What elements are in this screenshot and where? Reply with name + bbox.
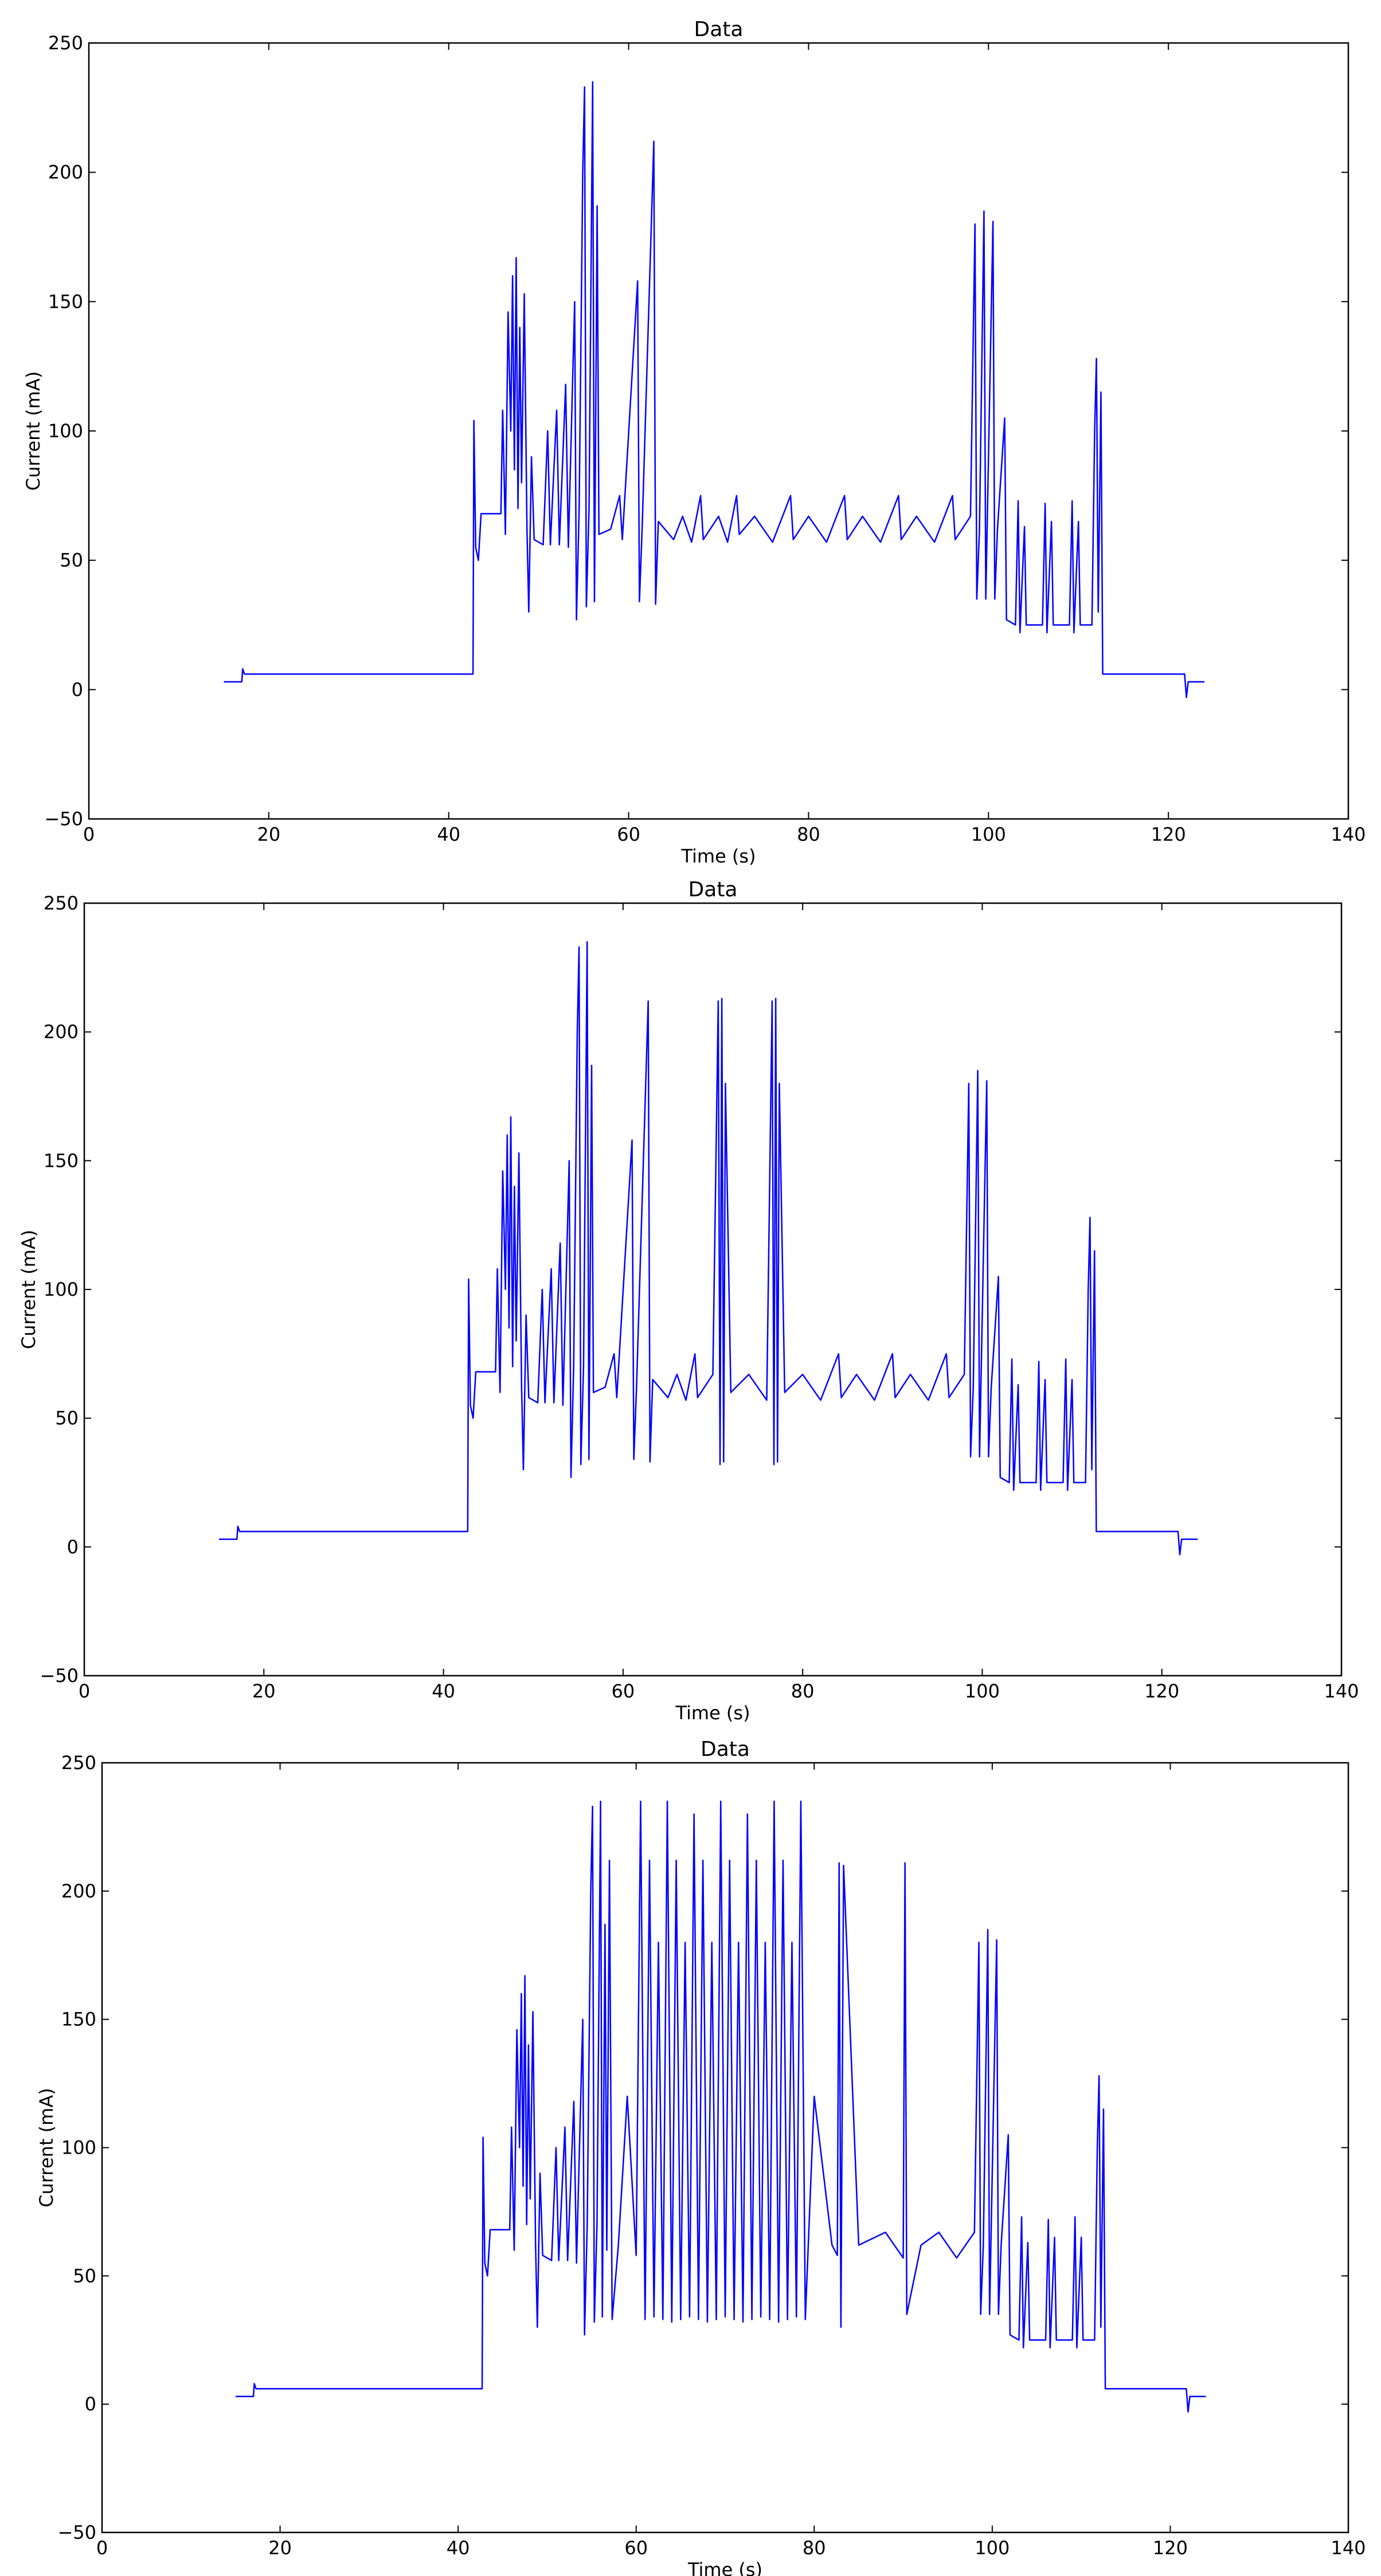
- x-axis-label: Time (s): [675, 1702, 750, 1724]
- y-axis-label: Current (mA): [22, 371, 44, 491]
- x-tick-label: 120: [1153, 2537, 1188, 2559]
- x-tick-label: 140: [1324, 1680, 1359, 1702]
- x-tick-label: 0: [96, 2537, 108, 2559]
- chart: 0 20 40 60 80 100 120 140−50050100150200250Data…: [18, 878, 1359, 1724]
- y-tick-label: 0: [67, 1536, 79, 1558]
- y-tick-label: 150: [61, 2009, 96, 2030]
- y-tick-label: 250: [48, 32, 83, 54]
- data-line: [235, 1800, 1206, 2413]
- x-axis-label: Time (s): [687, 2559, 762, 2576]
- x-tick-label: 60: [624, 2537, 648, 2559]
- y-tick-label: 150: [44, 1150, 79, 1171]
- y-tick-label: 50: [73, 2265, 96, 2287]
- chart: 0 20 40 60 80 100 120 140−50050100150200250Data…: [36, 1738, 1366, 2576]
- x-axis-label: Time (s): [680, 845, 756, 867]
- data-line: [224, 81, 1204, 699]
- x-tick-label: 140: [1331, 2537, 1366, 2559]
- x-tick-label: 20: [257, 824, 280, 845]
- y-tick-label: 150: [48, 291, 83, 312]
- y-tick-label: 200: [48, 162, 83, 183]
- plot-area: [218, 941, 1198, 1556]
- x-tick-label: 40: [447, 2537, 470, 2559]
- x-tick-label: 40: [432, 1680, 455, 1702]
- x-tick-label: 100: [975, 2537, 1010, 2559]
- x-tick-label: 40: [437, 824, 460, 845]
- x-tick-label: 60: [617, 824, 640, 845]
- plot-area: [224, 81, 1204, 699]
- y-tick-label: 100: [48, 420, 83, 442]
- y-axis-label: Current (mA): [36, 2088, 57, 2207]
- x-tick-label: 100: [971, 824, 1006, 845]
- chart-title: Data: [694, 18, 744, 41]
- x-tick-label: 80: [791, 1680, 815, 1702]
- x-tick-label: 100: [965, 1680, 1000, 1702]
- axes-frame: [83, 902, 1343, 1677]
- data-line: [218, 941, 1198, 1556]
- x-tick-label: 140: [1331, 824, 1366, 845]
- plot-area: [235, 1800, 1206, 2413]
- axes-frame: [88, 42, 1349, 820]
- x-tick-label: 60: [611, 1680, 635, 1702]
- axes-frame: [101, 1762, 1349, 2534]
- y-axis-label: Current (mA): [18, 1230, 40, 1349]
- y-tick-label: 50: [60, 550, 83, 571]
- y-tick-label: 200: [61, 1880, 96, 1902]
- x-tick-label: 0: [79, 1680, 90, 1702]
- y-tick-label: 100: [44, 1279, 79, 1300]
- x-tick-label: 0: [83, 824, 95, 845]
- y-tick-label: −50: [44, 808, 83, 830]
- x-tick-label: 80: [803, 2537, 826, 2559]
- chart-title: Data: [701, 1738, 750, 1761]
- y-tick-label: 250: [44, 892, 79, 914]
- x-tick-label: 20: [252, 1680, 276, 1702]
- y-tick-label: 200: [44, 1021, 79, 1043]
- y-tick-label: 0: [85, 2393, 96, 2415]
- x-tick-label: 80: [797, 824, 820, 845]
- y-tick-label: −50: [40, 1665, 79, 1687]
- x-tick-label: 120: [1151, 824, 1186, 845]
- chart: 0 20 40 60 80 100 120 140−50050100150200250Data…: [22, 18, 1366, 867]
- y-tick-label: 100: [61, 2137, 96, 2159]
- y-tick-label: 50: [55, 1407, 79, 1429]
- x-tick-label: 120: [1144, 1680, 1179, 1702]
- x-tick-label: 20: [268, 2537, 292, 2559]
- y-tick-label: −50: [57, 2522, 96, 2543]
- chart-title: Data: [688, 878, 738, 901]
- y-tick-label: 0: [72, 679, 83, 700]
- y-tick-label: 250: [61, 1752, 96, 1774]
